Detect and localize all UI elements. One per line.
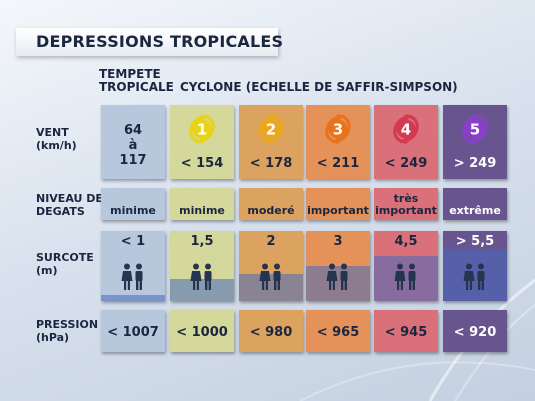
pression-cell-cat3: < 965 (306, 310, 370, 352)
pression-cell-cat2: < 980 (239, 310, 303, 352)
vent-cell-cat5: > 249 5 (443, 105, 507, 179)
row-label-niveau: NIVEAU DE DEGATS (36, 192, 103, 218)
row-label-niveau-line2: DEGATS (36, 205, 85, 218)
row-label-pression: PRESSION (hPa) (36, 318, 98, 344)
surge-water-level (239, 274, 303, 301)
vent-ts-to-word: à (128, 138, 138, 153)
vent-value-cat4: < 249 (384, 156, 428, 171)
pression-value-cat4: < 945 (384, 325, 428, 340)
degats-cell-cat1: minime (170, 188, 234, 220)
vent-value-cat1: < 154 (180, 156, 224, 171)
cyclone-eye-disc (261, 119, 281, 139)
people-icon (121, 263, 143, 290)
people-icon (259, 263, 281, 290)
surge-water-level (306, 266, 370, 301)
vent-value-cat3: < 211 (316, 156, 360, 171)
people-icon (190, 263, 212, 290)
cyclone-category-1-icon: 1 (189, 114, 215, 144)
cyclone-eye-disc (465, 119, 485, 139)
vent-cell-ts: 64 à 117 (101, 105, 165, 179)
cyclone-category-3-icon: 3 (325, 114, 351, 144)
surcote-value-cat2: 2 (266, 234, 276, 249)
degats-cell-cat2: moderé (239, 188, 303, 220)
people-icon (394, 263, 416, 290)
degats-value-cat3: important (307, 204, 369, 217)
degats-value-cat5: extrême (449, 204, 501, 217)
header-cyclone: CYCLONE (ECHELLE DE SAFFIR-SIMPSON) (180, 80, 458, 94)
degats-cell-cat4: très important (374, 188, 438, 220)
degats-value-cat4-line1: très (393, 192, 419, 205)
surge-water-level (443, 249, 507, 301)
pression-value-cat1: < 1000 (176, 325, 228, 340)
row-label-pression-line2: (hPa) (36, 331, 70, 344)
vent-cell-cat2: < 178 2 (239, 105, 303, 179)
pression-value-cat3: < 965 (316, 325, 360, 340)
degats-value-cat4-line2: important (375, 204, 437, 217)
surcote-value-cat4: 4,5 (394, 234, 418, 249)
surcote-cell-cat1: 1,5 (170, 231, 234, 301)
surcote-value-ts: < 1 (120, 234, 146, 249)
pression-cell-cat4: < 945 (374, 310, 438, 352)
row-label-niveau-line1: NIVEAU DE (36, 192, 103, 205)
cyclone-category-2-icon: 2 (258, 114, 284, 144)
header-tempete-line1: TEMPETE (99, 67, 161, 81)
degats-value-cat2: moderé (247, 204, 295, 217)
row-label-vent: VENT (km/h) (36, 126, 77, 152)
row-label-pression-line1: PRESSION (36, 318, 99, 331)
cyclone-category-number: 2 (266, 121, 276, 139)
degats-value-cat1: minime (179, 204, 225, 217)
degats-cell-ts: minime (101, 188, 165, 220)
header-tempete: TEMPETE TROPICALE (99, 68, 174, 94)
pression-cell-ts: < 1007 (101, 310, 165, 352)
pression-cell-cat1: < 1000 (170, 310, 234, 352)
vent-value-ts: 64 à 117 (101, 123, 165, 168)
cyclone-category-4-icon: 4 (393, 114, 419, 144)
cyclone-category-number: 5 (470, 121, 480, 139)
cyclone-category-number: 1 (197, 121, 207, 139)
cyclone-eye-disc (192, 119, 212, 139)
degats-value-cat4: très important (374, 193, 438, 217)
cyclone-category-5-icon: 5 (462, 114, 488, 144)
surge-water-level (101, 295, 165, 301)
title-bar (16, 28, 278, 56)
surcote-cell-cat3: 3 (306, 231, 370, 301)
surcote-cell-cat5: > 5,5 (443, 231, 507, 301)
cyclone-category-number: 3 (333, 121, 343, 139)
header-tempete-line2: TROPICALE (99, 80, 174, 94)
pression-value-ts: < 1007 (107, 325, 159, 340)
surcote-value-cat3: 3 (333, 234, 343, 249)
cyclone-eye-disc (396, 119, 416, 139)
pression-value-cat5: < 920 (453, 325, 497, 340)
surcote-cell-cat4: 4,5 (374, 231, 438, 301)
row-label-surcote: SURCOTE (m) (36, 251, 94, 277)
degats-cell-cat3: important (306, 188, 370, 220)
surcote-cell-ts: < 1 (101, 231, 165, 301)
pression-value-cat2: < 980 (249, 325, 293, 340)
vent-cell-cat3: < 211 3 (306, 105, 370, 179)
degats-value-ts: minime (110, 204, 156, 217)
page-title: DEPRESSIONS TROPICALES (36, 32, 284, 51)
vent-ts-to: 117 (119, 153, 147, 168)
surge-water-level (374, 256, 438, 301)
row-label-vent-line2: (km/h) (36, 139, 77, 152)
cyclone-category-number: 4 (401, 121, 411, 139)
vent-value-cat5: > 249 (453, 156, 497, 171)
row-label-surcote-line1: SURCOTE (36, 251, 94, 264)
vent-ts-from: 64 (123, 123, 143, 138)
cyclone-eye-disc (328, 119, 348, 139)
surcote-cell-cat2: 2 (239, 231, 303, 301)
people-icon (463, 263, 485, 290)
surge-water-level (170, 279, 234, 301)
vent-cell-cat1: < 154 1 (170, 105, 234, 179)
vent-value-cat2: < 178 (249, 156, 293, 171)
surcote-value-cat1: 1,5 (190, 234, 214, 249)
vent-cell-cat4: < 249 4 (374, 105, 438, 179)
row-label-vent-line1: VENT (36, 126, 69, 139)
surcote-value-cat5: > 5,5 (455, 234, 495, 249)
degats-cell-cat5: extrême (443, 188, 507, 220)
pression-cell-cat5: < 920 (443, 310, 507, 352)
people-icon (326, 263, 348, 290)
row-label-surcote-line2: (m) (36, 264, 58, 277)
